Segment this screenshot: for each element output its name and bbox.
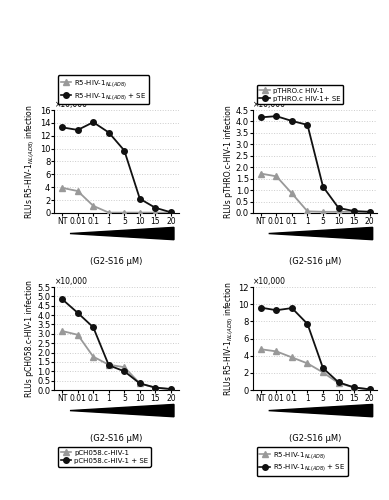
Y-axis label: RLUs R5-HIV-1$_{NL(AD8)}$ infection: RLUs R5-HIV-1$_{NL(AD8)}$ infection <box>222 281 236 396</box>
Polygon shape <box>269 404 373 417</box>
Polygon shape <box>70 228 174 239</box>
X-axis label: (G2-S16 μM): (G2-S16 μM) <box>90 434 143 442</box>
X-axis label: (G2-S16 μM): (G2-S16 μM) <box>289 434 342 442</box>
Legend: R5-HIV-1$_{NL(AD8)}$, R5-HIV-1$_{NL(AD8)}$ + SE: R5-HIV-1$_{NL(AD8)}$, R5-HIV-1$_{NL(AD8)… <box>257 447 348 476</box>
Legend: R5-HIV-1$_{NL(AD8)}$, R5-HIV-1$_{NL(AD8)}$ + SE: R5-HIV-1$_{NL(AD8)}$, R5-HIV-1$_{NL(AD8)… <box>58 75 149 104</box>
Legend: pTHRO.c HIV-1, pTHRO.c HIV-1+ SE: pTHRO.c HIV-1, pTHRO.c HIV-1+ SE <box>257 85 343 104</box>
Y-axis label: RLUs pCH058.c-HIV-1 infection: RLUs pCH058.c-HIV-1 infection <box>25 280 34 397</box>
Text: ×10,000: ×10,000 <box>253 100 286 109</box>
Legend: pCH058.c-HIV-1, pCH058.c-HIV-1 + SE: pCH058.c-HIV-1, pCH058.c-HIV-1 + SE <box>58 447 151 466</box>
X-axis label: (G2-S16 μM): (G2-S16 μM) <box>90 256 143 266</box>
Text: ×10,000: ×10,000 <box>253 277 286 286</box>
Text: ×10,000: ×10,000 <box>54 100 88 109</box>
Y-axis label: RLUs pTHRO.c-HIV-1 infection: RLUs pTHRO.c-HIV-1 infection <box>224 105 233 218</box>
Polygon shape <box>269 228 373 239</box>
Y-axis label: RLUs R5-HIV-1$_{NL(AD8)}$ infection: RLUs R5-HIV-1$_{NL(AD8)}$ infection <box>23 104 37 219</box>
Polygon shape <box>70 404 174 417</box>
Text: ×10,000: ×10,000 <box>54 277 88 286</box>
X-axis label: (G2-S16 μM): (G2-S16 μM) <box>289 256 342 266</box>
